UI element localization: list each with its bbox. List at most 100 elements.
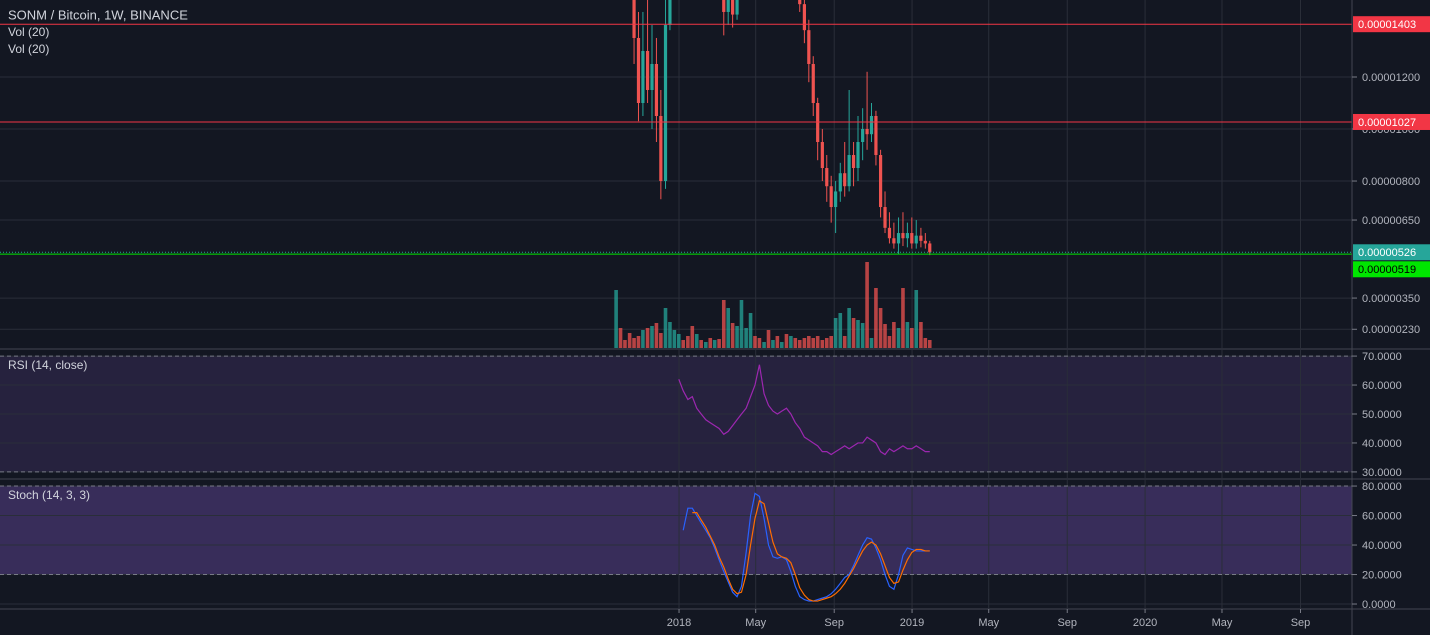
x-tick-label: May	[745, 617, 766, 629]
candle-body	[887, 227, 892, 239]
volume-bar	[694, 334, 699, 348]
candle-body	[878, 155, 883, 208]
candle-body	[834, 191, 838, 208]
candle-body	[914, 235, 918, 244]
volume-bar	[838, 313, 843, 348]
volume-bar	[641, 330, 645, 348]
candle-body	[654, 63, 659, 116]
axes: 0.000012000.000010000.000008000.00000650…	[667, 16, 1430, 629]
price-label: 0.00001027	[1358, 117, 1416, 129]
rsi-pane	[0, 350, 1352, 478]
candle-body	[874, 116, 878, 156]
volume-bar	[686, 336, 690, 348]
indicator-line	[678, 364, 930, 456]
volume-bar	[730, 323, 735, 348]
price-pane	[0, 0, 1352, 348]
price-label-box	[1353, 244, 1430, 261]
y-tick-label: 0.00001200	[1362, 72, 1420, 84]
volume-bar	[757, 338, 762, 348]
x-tick-label: May	[1212, 617, 1233, 629]
volume-bar	[847, 308, 851, 348]
volume-bar	[829, 336, 833, 348]
volume-bar	[779, 342, 784, 348]
volume-bar	[919, 322, 923, 348]
indicator-line	[692, 499, 930, 602]
volume-bar	[892, 322, 896, 348]
y-tick-label: 60.0000	[1362, 380, 1402, 392]
volume-bar	[748, 313, 753, 348]
volume-bar	[775, 336, 780, 348]
candle-body	[923, 240, 927, 244]
volume-bar	[663, 308, 668, 348]
candle-body	[636, 37, 641, 103]
volume-bar	[887, 336, 892, 348]
candle-body	[641, 50, 645, 103]
volume-bar	[672, 330, 677, 348]
candle-body	[645, 50, 650, 90]
y-tick-label: 20.0000	[1362, 569, 1402, 581]
volume-bar	[807, 336, 811, 348]
candle-body	[825, 168, 829, 187]
volume-bar	[883, 324, 887, 348]
volume-bar	[896, 328, 901, 348]
price-label: 0.00001403	[1358, 19, 1416, 31]
volume-bar	[865, 262, 869, 348]
candle-body	[659, 116, 663, 182]
volume-bar	[833, 318, 838, 348]
band-fill	[0, 486, 1352, 575]
candle-body	[663, 24, 668, 182]
volume-bar	[878, 308, 883, 348]
volume-bar	[820, 340, 825, 348]
candle-body	[901, 233, 905, 239]
volume-bar	[627, 333, 632, 348]
volume-bar	[797, 340, 802, 348]
x-tick-label: Sep	[1291, 617, 1311, 629]
volume-bar	[856, 320, 860, 348]
candle-body	[892, 238, 896, 244]
pane-title: RSI (14, close)	[8, 358, 87, 372]
candle-body	[896, 233, 901, 244]
y-tick-label: 0.00000650	[1362, 215, 1420, 227]
volume-bar	[784, 334, 789, 348]
volume-bar	[690, 326, 695, 348]
candle-body	[807, 30, 811, 64]
volume-bar	[860, 323, 865, 348]
volume-bar	[645, 328, 650, 348]
volume-bar	[793, 338, 798, 348]
volume-bar	[668, 322, 672, 348]
candle-body	[883, 207, 887, 228]
price-label-box	[1353, 113, 1430, 130]
volume-bar	[708, 338, 713, 348]
price-label-box	[1353, 261, 1430, 278]
volume-bar	[869, 338, 874, 348]
stoch-pane	[0, 480, 1352, 608]
y-tick-label: 0.0000	[1362, 599, 1396, 611]
volume-bar	[910, 328, 914, 348]
volume-bar	[824, 338, 829, 348]
candle-body	[722, 0, 726, 12]
y-tick-label: 60.0000	[1362, 510, 1402, 522]
pane-title: SONM / Bitcoin, 1W, BINANCE	[8, 7, 188, 22]
volume-bar	[851, 318, 856, 348]
volume-bar	[753, 336, 757, 348]
volume-bar	[623, 340, 627, 348]
x-tick-label: 2019	[900, 617, 924, 629]
y-tick-label: 0.00000230	[1362, 324, 1420, 336]
volume-bar	[735, 326, 739, 348]
y-tick-label: 30.0000	[1362, 467, 1402, 479]
volume-bar	[681, 340, 686, 348]
volume-bar	[712, 340, 717, 348]
x-tick-label: 2020	[1133, 617, 1157, 629]
candle-body	[632, 0, 636, 38]
volume-bar	[802, 338, 807, 348]
x-tick-label: Sep	[1057, 617, 1077, 629]
study-label: Vol (20)	[8, 42, 49, 56]
candle-body	[802, 4, 806, 31]
volume-bar	[789, 336, 793, 348]
study-label: Vol (20)	[8, 25, 49, 39]
volume-bar	[811, 338, 816, 348]
volume-bar	[654, 323, 659, 348]
candle-body	[731, 0, 735, 15]
